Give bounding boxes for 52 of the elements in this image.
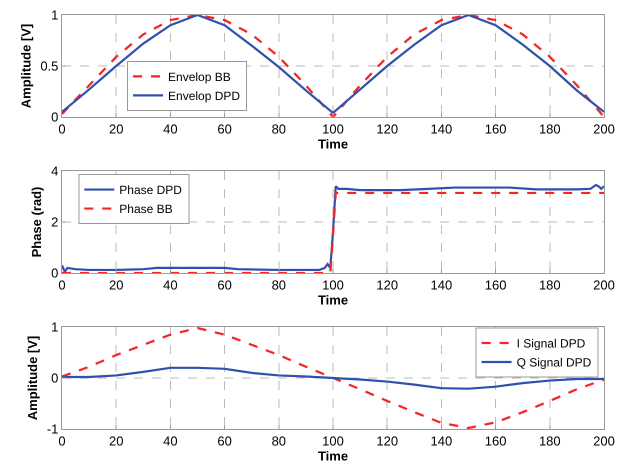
x-tick-label: 80 — [272, 278, 286, 293]
x-tick-label: 180 — [538, 434, 561, 449]
x-tick-label: 180 — [538, 122, 561, 137]
x-tick-label: 100 — [322, 122, 344, 137]
x-tick-label: 160 — [484, 434, 506, 449]
x-tick-label: 160 — [484, 278, 506, 293]
x-tick-label: 200 — [593, 278, 615, 293]
y-axis-title: Amplitude [V] — [24, 336, 40, 420]
x-tick-label: 140 — [430, 122, 452, 137]
x-axis-title: Time — [318, 292, 348, 308]
x-tick-label: 20 — [108, 278, 124, 293]
y-tick-label: 0.5 — [40, 58, 58, 74]
legend-label: Phase DPD — [119, 183, 182, 198]
legend-label: Phase BB — [119, 202, 173, 216]
x-tick-label: 100 — [322, 434, 344, 449]
x-tick-label: 80 — [272, 122, 286, 137]
y-axis-title: Amplitude [V] — [18, 24, 34, 108]
line-series — [62, 327, 604, 429]
x-tick-label: 20 — [108, 434, 124, 449]
y-tick-label: 0 — [51, 370, 58, 386]
y-tick-label: 1 — [51, 8, 58, 23]
x-tick-label: 160 — [484, 122, 506, 137]
x-tick-label: 80 — [272, 434, 286, 449]
x-tick-label: 180 — [538, 278, 561, 293]
x-tick-label: 200 — [593, 434, 615, 449]
x-tick-label: 140 — [430, 434, 452, 449]
y-axis-title: Phase (rad) — [29, 186, 44, 258]
y-tick-label: 0 — [51, 110, 58, 125]
legend-label: I Signal DPD — [516, 336, 586, 351]
x-tick-label: 60 — [217, 278, 232, 293]
x-tick-label: 100 — [322, 278, 344, 293]
x-tick-label: 120 — [376, 278, 398, 293]
x-tick-label: 40 — [163, 278, 178, 293]
y-tick-label: -1 — [46, 422, 58, 437]
y-tick-label: 0 — [51, 266, 58, 281]
x-tick-label: 200 — [593, 122, 615, 137]
y-tick-label: 2 — [51, 214, 58, 230]
x-tick-label: 140 — [430, 278, 452, 293]
legend-label: Envelop BB — [168, 70, 231, 84]
x-tick-label: 40 — [163, 434, 178, 449]
y-tick-label: 4 — [51, 164, 58, 179]
legend-label: Q Signal DPD — [516, 356, 592, 370]
y-tick-label: 1 — [51, 320, 58, 335]
x-tick-label: 20 — [108, 122, 124, 137]
legend-label: Envelop DPD — [168, 89, 240, 104]
x-axis-title: Time — [318, 448, 348, 464]
x-tick-label: 60 — [217, 434, 232, 449]
x-tick-label: 120 — [376, 434, 398, 449]
x-tick-label: 60 — [217, 122, 232, 137]
x-tick-label: 40 — [163, 122, 178, 137]
x-axis-title: Time — [318, 136, 348, 152]
x-tick-label: 120 — [376, 122, 398, 137]
